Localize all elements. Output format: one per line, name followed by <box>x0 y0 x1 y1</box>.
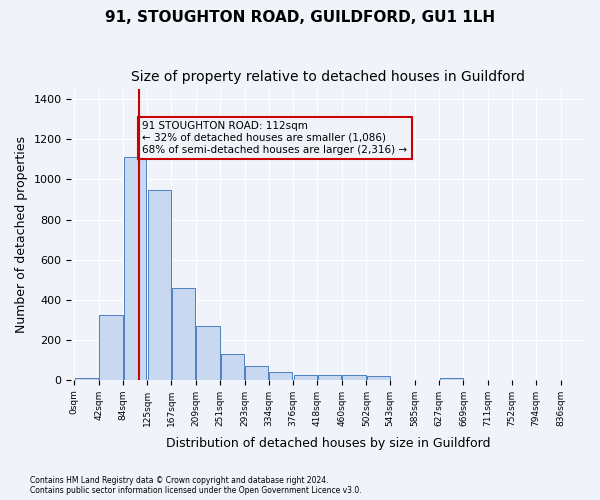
Bar <box>124 158 146 380</box>
Bar <box>221 354 244 380</box>
Y-axis label: Number of detached properties: Number of detached properties <box>15 136 28 333</box>
Bar <box>100 314 122 380</box>
Bar <box>245 366 268 380</box>
Bar <box>269 372 292 380</box>
Bar <box>148 190 171 380</box>
Bar <box>318 375 341 380</box>
Bar <box>75 378 98 380</box>
Bar <box>293 376 317 380</box>
X-axis label: Distribution of detached houses by size in Guildford: Distribution of detached houses by size … <box>166 437 490 450</box>
Text: Contains HM Land Registry data © Crown copyright and database right 2024.
Contai: Contains HM Land Registry data © Crown c… <box>30 476 362 495</box>
Bar <box>172 288 195 380</box>
Title: Size of property relative to detached houses in Guildford: Size of property relative to detached ho… <box>131 70 525 84</box>
Text: 91, STOUGHTON ROAD, GUILDFORD, GU1 1LH: 91, STOUGHTON ROAD, GUILDFORD, GU1 1LH <box>105 10 495 25</box>
Bar <box>367 376 389 380</box>
Bar <box>196 326 220 380</box>
Bar <box>343 375 365 380</box>
Text: 91 STOUGHTON ROAD: 112sqm
← 32% of detached houses are smaller (1,086)
68% of se: 91 STOUGHTON ROAD: 112sqm ← 32% of detac… <box>142 122 407 154</box>
Bar <box>440 378 463 380</box>
